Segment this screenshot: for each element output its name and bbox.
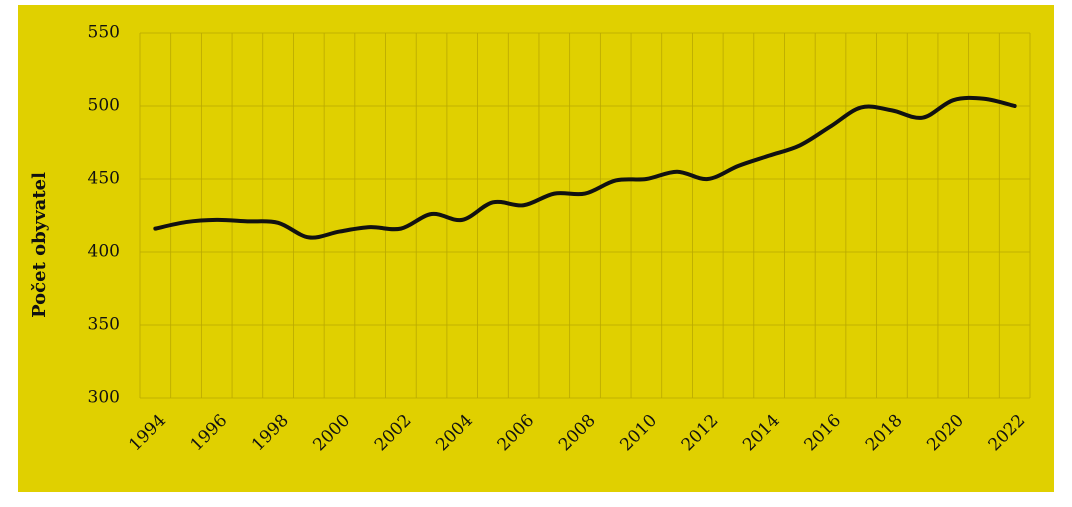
y-tick-label: 500 <box>88 96 120 116</box>
chart-background <box>18 5 1054 492</box>
y-tick-label: 300 <box>88 388 120 408</box>
y-tick-label: 450 <box>88 169 120 189</box>
y-tick-label: 350 <box>88 315 120 335</box>
y-tick-label: 400 <box>88 242 120 262</box>
line <box>153 95 1017 240</box>
y-axis-label: Počet obyvatel <box>29 172 50 318</box>
y-tick-label: 550 <box>88 23 120 43</box>
